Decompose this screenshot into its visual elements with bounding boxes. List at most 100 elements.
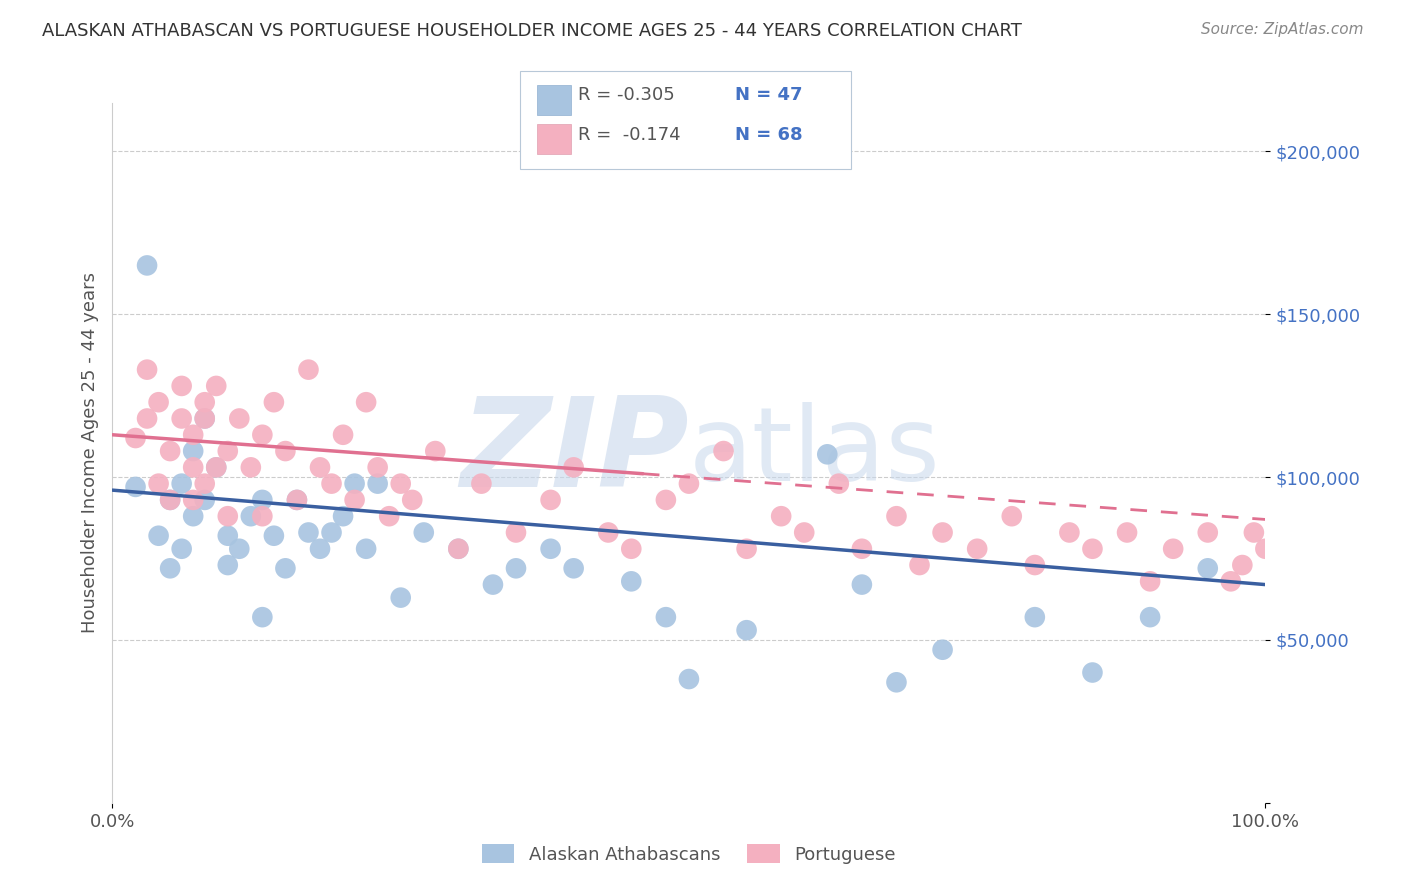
Point [332,427,354,442]
Point [620,574,643,589]
Point [228,411,250,425]
Point [367,460,389,475]
Point [321,476,343,491]
Point [354,541,377,556]
Point [482,577,505,591]
Point [194,395,217,409]
Point [136,362,159,376]
Point [194,476,217,491]
Point [447,541,470,556]
Text: Source: ZipAtlas.com: Source: ZipAtlas.com [1201,22,1364,37]
Point [1116,525,1139,540]
Point [159,561,181,575]
Text: R = -0.305: R = -0.305 [578,87,675,104]
Point [562,460,585,475]
Point [159,492,181,507]
Point [1001,509,1024,524]
Text: ALASKAN ATHABASCAN VS PORTUGUESE HOUSEHOLDER INCOME AGES 25 - 44 YEARS CORRELATI: ALASKAN ATHABASCAN VS PORTUGUESE HOUSEHO… [42,22,1022,40]
Point [170,541,193,556]
Point [1081,541,1104,556]
Point [343,476,366,491]
Point [309,541,332,556]
Text: R =  -0.174: R = -0.174 [578,126,681,144]
Y-axis label: Householder Income Ages 25 - 44 years: Householder Income Ages 25 - 44 years [80,272,98,633]
Point [815,447,838,461]
Text: N = 47: N = 47 [735,87,803,104]
Point [181,492,204,507]
Point [655,492,678,507]
Point [1139,574,1161,589]
Point [159,492,181,507]
Point [263,529,285,543]
Point [470,476,492,491]
Point [205,460,228,475]
Point [194,492,217,507]
Point [148,395,170,409]
Point [620,541,643,556]
Point [274,444,297,458]
Point [505,561,527,575]
Point [148,476,170,491]
Point [735,623,758,637]
Point [181,509,204,524]
Point [678,476,700,491]
Point [124,480,146,494]
Point [1254,541,1277,556]
Point [886,509,908,524]
Point [354,395,377,409]
Point [170,411,193,425]
Point [1219,574,1241,589]
Point [908,558,931,572]
Point [828,476,851,491]
Point [540,492,562,507]
Point [1243,525,1265,540]
Point [931,642,953,657]
Point [297,525,319,540]
Point [252,427,274,442]
Point [378,509,401,524]
Point [194,411,217,425]
Point [285,492,308,507]
Point [321,525,343,540]
Point [598,525,620,540]
Point [159,444,181,458]
Point [1059,525,1081,540]
Point [148,529,170,543]
Point [1139,610,1161,624]
Point [252,492,274,507]
Point [205,379,228,393]
Point [274,561,297,575]
Point [217,529,239,543]
Point [205,460,228,475]
Point [332,509,354,524]
Point [181,427,204,442]
Point [297,362,319,376]
Point [447,541,470,556]
Text: N = 68: N = 68 [735,126,803,144]
Point [678,672,700,686]
Point [343,492,366,507]
Point [170,476,193,491]
Point [931,525,953,540]
Point [228,541,250,556]
Point [1024,558,1046,572]
Point [389,591,412,605]
Point [309,460,332,475]
Point [181,444,204,458]
Text: ZIP: ZIP [460,392,689,513]
Point [1197,561,1219,575]
Point [425,444,447,458]
Point [239,509,262,524]
Point [239,460,262,475]
Text: atlas: atlas [689,402,941,503]
Point [793,525,815,540]
Point [1232,558,1254,572]
Point [124,431,146,445]
Point [770,509,793,524]
Point [285,492,308,507]
Point [412,525,434,540]
Point [401,492,423,507]
Point [1024,610,1046,624]
Point [170,379,193,393]
Point [966,541,988,556]
